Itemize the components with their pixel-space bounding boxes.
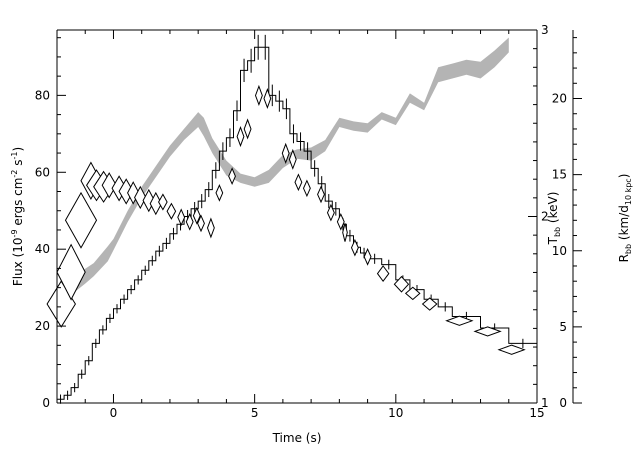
radius-diamond <box>288 148 297 170</box>
left-axis-title-end: ) <box>11 147 25 152</box>
radius-diamond <box>177 208 186 227</box>
temperature-band <box>57 37 509 325</box>
radius-axis-title-sub2: 10 kpc <box>624 178 633 205</box>
left-tick-label: 60 <box>35 165 50 179</box>
radius-diamond <box>336 212 345 231</box>
x-axis-title: Time (s) <box>272 431 322 445</box>
radius-diamond <box>263 87 272 110</box>
left-tick-label: 80 <box>35 88 50 102</box>
temperature-tick-label: 2 <box>541 210 549 224</box>
radius-diamond-layer <box>46 84 526 355</box>
radius-diamond <box>236 125 245 148</box>
temperature-axis-title-sub: bb <box>553 227 562 237</box>
radius-diamond <box>294 173 303 192</box>
left-axis-title-mid: ergs cm <box>11 178 25 230</box>
left-tick-label: 40 <box>35 242 50 256</box>
radius-axis-title: Rbb (km/d10 kpc) <box>617 174 633 263</box>
x-tick-label: 10 <box>388 406 403 420</box>
flux-step-layer <box>57 34 537 404</box>
left-axis-title: Flux (10-9 ergs cm-2 s-1) <box>10 147 25 286</box>
radius-diamond <box>185 212 194 231</box>
temperature-tick-label: 3 <box>541 23 549 37</box>
radius-diamond <box>281 142 290 164</box>
x-tick-label: 0 <box>110 406 118 420</box>
radius-diamond <box>302 179 311 198</box>
radius-tick-label: 20 <box>552 92 567 106</box>
left-axis-title-sup3: -1 <box>10 152 19 160</box>
left-axis-title-sup2: -2 <box>10 170 19 178</box>
left-axis-title-sup1: -9 <box>10 229 19 237</box>
temperature-axis-title-end: (keV) <box>546 192 560 227</box>
radius-diamond <box>404 286 421 301</box>
radius-diamond <box>197 214 205 233</box>
temperature-axis-title: Tbb (keV) <box>546 192 562 246</box>
radius-tick-label: 15 <box>552 168 567 182</box>
left-axis-title-mid2: s <box>11 160 25 170</box>
left-axis-title-main: Flux (10 <box>11 237 25 286</box>
radius-diamond <box>342 223 348 242</box>
flux-step-line <box>57 46 537 400</box>
radius-diamond <box>497 344 526 355</box>
radius-tick-label: 0 <box>559 396 567 410</box>
radius-diamond <box>445 315 474 326</box>
axes-layer: 0 5 10 15 0 20 40 60 80 1 2 3 0 5 10 15 20 <box>35 23 582 420</box>
radius-tick-label: 10 <box>552 244 567 258</box>
radius-diamond <box>421 297 438 311</box>
radius-axis-title-end: ) <box>617 174 631 179</box>
radius-diamond <box>228 167 236 186</box>
radius-diamond <box>192 206 201 225</box>
radius-diamond <box>166 202 177 220</box>
radius-diamond <box>215 184 224 202</box>
left-tick-label: 0 <box>42 396 50 410</box>
radius-diamond <box>393 275 410 293</box>
temperature-band-layer <box>57 37 509 325</box>
radius-diamond <box>127 181 140 205</box>
radius-diamond <box>64 191 98 249</box>
x-tick-label: 5 <box>251 406 259 420</box>
radius-diamond <box>363 247 372 266</box>
radius-diamond <box>134 185 147 210</box>
left-tick-label: 20 <box>35 319 50 333</box>
radius-diamond <box>376 265 390 283</box>
radius-diamond <box>206 217 215 239</box>
temperature-axis-title-main: T <box>546 236 560 245</box>
radius-diamond <box>56 243 86 301</box>
radius-diamond <box>326 203 335 222</box>
radius-diamond <box>158 193 168 211</box>
radius-tick-label: 5 <box>559 320 567 334</box>
radius-axis-title-sub: bb <box>624 244 633 254</box>
radius-diamond <box>243 118 252 140</box>
radius-diamond <box>317 185 325 204</box>
radius-diamond <box>473 326 502 337</box>
radius-axis-title-mid: (km/d <box>617 205 631 244</box>
x-tick-label: 15 <box>529 406 544 420</box>
temperature-tick-label: 1 <box>541 396 549 410</box>
radius-diamond <box>254 84 263 107</box>
radius-axis-title-main: R <box>617 254 631 262</box>
radius-diamond <box>350 238 359 257</box>
radius-diamond <box>101 172 117 199</box>
